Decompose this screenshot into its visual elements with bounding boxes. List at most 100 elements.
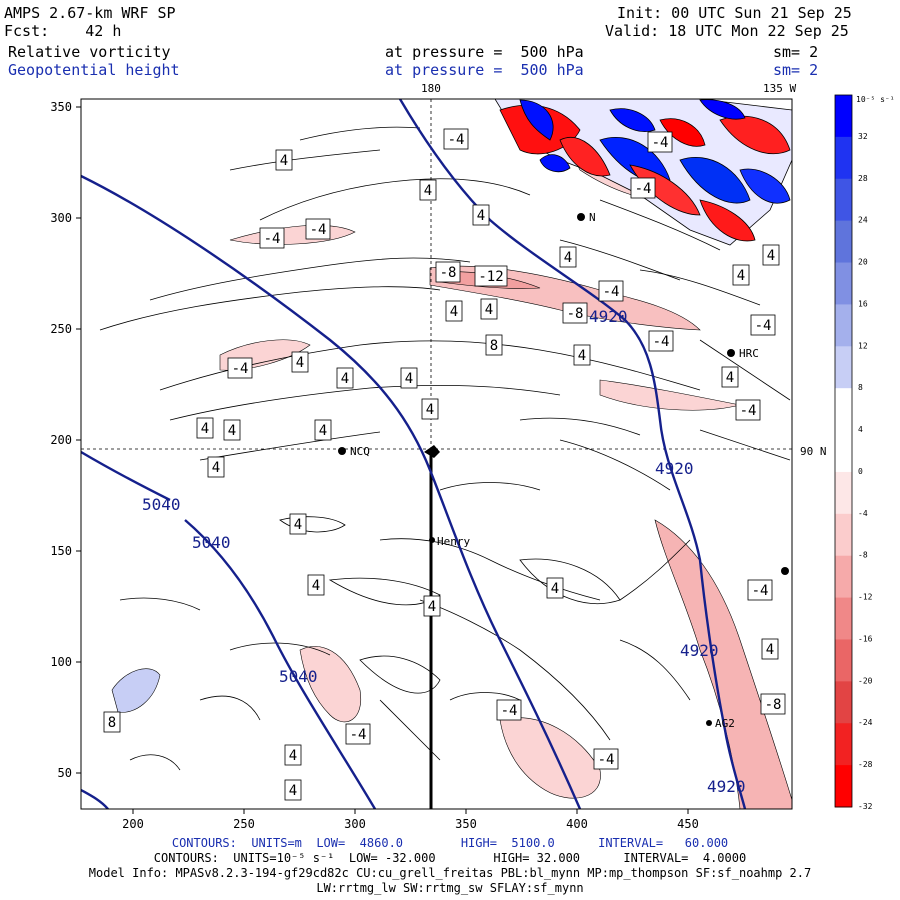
svg-text:4: 4 [767, 248, 775, 264]
y-tick-label: 50 [58, 766, 72, 780]
footer-physics-info: LW:rrtmg_lw SW:rrtmg_sw SFLAY:sf_mynn [316, 881, 584, 895]
colorbar-swatch [835, 136, 852, 180]
svg-text:4: 4 [766, 642, 774, 658]
svg-text:-8: -8 [765, 697, 782, 713]
contour-label: -4 [305, 218, 331, 240]
height-label: 4920 [680, 641, 719, 660]
svg-text:4: 4 [578, 348, 586, 364]
contour-label: 4 [336, 367, 354, 389]
y-tick-label: 350 [50, 100, 72, 114]
y-tick-label: 250 [50, 322, 72, 336]
svg-text:4: 4 [294, 517, 302, 533]
vorticity-labels: 4 4 4 4 4 4 4 4 4 4 4 4 4 4 4 4 4 4 4 4 4 4 4 4 4 8 8 -4 -4 -4 -4 -4 -4 -… [103, 128, 786, 801]
contour-label: -4 [647, 131, 673, 153]
contour-label: 8 [103, 711, 121, 733]
svg-text:4: 4 [405, 371, 413, 387]
height-label: 4920 [589, 307, 628, 326]
contour-label: -4 [648, 330, 674, 352]
colorbar-tick: -20 [858, 676, 873, 685]
contour-label: 4 [284, 779, 302, 801]
map-frame [80, 98, 793, 810]
meridian-135w-label: 135 W [763, 82, 796, 95]
x-tick-label: 300 [344, 817, 366, 831]
colorbar-swatch [835, 471, 852, 515]
height-label: 5040 [192, 533, 231, 552]
meridian-180-label: 180 [421, 82, 441, 95]
intense-vorticity-region [494, 99, 792, 246]
x-tick-label: 250 [233, 817, 255, 831]
colorbar-tick: 20 [858, 258, 868, 267]
x-tick-label: 200 [122, 817, 144, 831]
field-geopotential: Geopotential height [8, 61, 180, 79]
contour-label: -4 [593, 748, 619, 770]
map-fields [81, 99, 792, 809]
contour-label: -4 [227, 357, 253, 379]
svg-text:4: 4 [450, 304, 458, 320]
colorbar: 32 28 24 20 16 12 8 4 0 -4 -8 -12 -16 -20 -24 -28 -32 [834, 94, 873, 811]
colorbar-swatch [835, 388, 852, 431]
colorbar-swatch [835, 95, 852, 138]
svg-text:4: 4 [289, 748, 297, 764]
height-label: 5040 [142, 495, 181, 514]
svg-text:4: 4 [726, 370, 734, 386]
forecast-hour: Fcst: 42 h [4, 22, 122, 40]
svg-text:-4: -4 [652, 135, 669, 151]
colorbar-swatch [835, 304, 852, 347]
contour-label: 4 [445, 300, 463, 322]
contour-label: 4 [546, 577, 564, 599]
svg-text:-4: -4 [232, 361, 249, 377]
colorbar-swatch [835, 178, 852, 222]
colorbar-tick: -28 [858, 760, 873, 769]
svg-text:4: 4 [228, 423, 236, 439]
svg-text:-4: -4 [598, 752, 615, 768]
svg-text:4: 4 [319, 423, 327, 439]
contour-label: 4 [721, 366, 739, 388]
colorbar-tick: 24 [858, 216, 868, 225]
svg-text:-4: -4 [603, 284, 620, 300]
svg-text:4: 4 [341, 371, 349, 387]
footer-vorticity-contours: CONTOURS: UNITS=10⁻⁵ s⁻¹ LOW= -32.000 HI… [153, 851, 747, 865]
colorbar-swatch [835, 220, 852, 264]
contour-label: -4 [496, 699, 522, 721]
contour-label: -4 [443, 128, 469, 150]
contour-label: 4 [421, 398, 439, 420]
y-tick-label: 150 [50, 544, 72, 558]
contour-label: 4 [559, 246, 577, 268]
contour-label: -4 [630, 177, 656, 199]
colorbar-swatch [835, 555, 852, 599]
colorbar-tick: 12 [858, 341, 868, 350]
colorbar-swatch [835, 430, 852, 473]
svg-text:-4: -4 [752, 583, 769, 599]
svg-text:-4: -4 [350, 727, 367, 743]
contour-label: 4 [307, 574, 325, 596]
init-time: Init: 00 UTC Sun 21 Sep 25 [617, 4, 852, 22]
pressure-level-1: at pressure = 500 hPa [385, 43, 584, 61]
height-labels: 5040 5040 5040 4920 4920 4920 4920 [142, 307, 746, 796]
contour-label: 4 [423, 595, 441, 617]
contour-label: 4 [761, 638, 779, 660]
positive-vorticity-shading [111, 668, 161, 713]
contour-label: -4 [345, 723, 371, 745]
colorbar-swatch [835, 765, 852, 808]
contour-label: 4 [196, 417, 214, 439]
svg-text:4: 4 [485, 302, 493, 318]
contour-label: 4 [419, 179, 437, 201]
svg-text:4: 4 [737, 268, 745, 284]
colorbar-swatch [835, 597, 852, 640]
x-tick-label: 450 [677, 817, 699, 831]
colorbar-swatch [835, 513, 852, 557]
smoothing-2: sm= 2 [773, 61, 819, 79]
svg-text:4: 4 [477, 208, 485, 224]
colorbar-tick: 4 [858, 425, 863, 434]
contour-label: -8 [435, 261, 461, 283]
colorbar-swatch [835, 723, 852, 766]
svg-text:8: 8 [490, 338, 498, 354]
station-henry: Henry [437, 535, 470, 548]
svg-text:4: 4 [428, 599, 436, 615]
vorticity-contours [99, 126, 791, 771]
svg-text:4: 4 [280, 153, 288, 169]
colorbar-tick: -24 [858, 718, 873, 727]
contour-label: -4 [735, 399, 761, 421]
svg-text:-4: -4 [755, 318, 772, 334]
